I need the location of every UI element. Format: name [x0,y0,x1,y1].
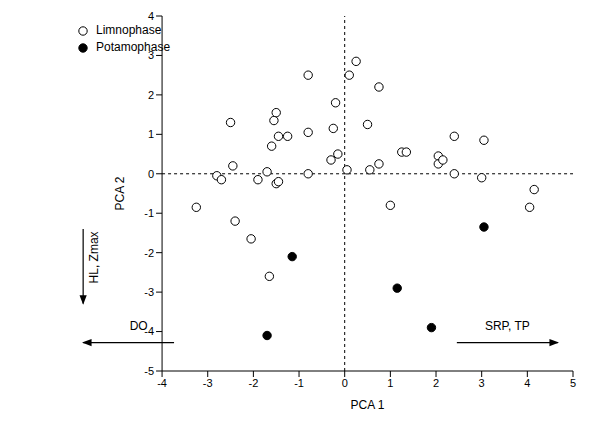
svg-text:-4: -4 [157,377,167,389]
svg-text:-4: -4 [144,325,154,337]
svg-text:3: 3 [479,377,485,389]
svg-text:-2: -2 [248,377,258,389]
svg-text:-1: -1 [294,377,304,389]
svg-text:HL, Zmax: HL, Zmax [87,231,101,283]
svg-text:-2: -2 [144,247,154,259]
svg-text:-1: -1 [144,207,154,219]
svg-text:0: 0 [342,377,348,389]
svg-text:-3: -3 [144,286,154,298]
svg-text:2: 2 [433,377,439,389]
svg-text:4: 4 [148,10,154,22]
svg-text:1: 1 [148,128,154,140]
svg-text:2: 2 [148,89,154,101]
svg-text:PCA 2: PCA 2 [113,176,127,210]
svg-text:SRP, TP: SRP, TP [485,319,530,333]
svg-text:3: 3 [148,49,154,61]
svg-text:5: 5 [570,377,576,389]
svg-text:PCA 1: PCA 1 [351,398,385,412]
svg-text:1: 1 [387,377,393,389]
svg-text:DO: DO [130,319,148,333]
svg-text:-5: -5 [144,365,154,377]
svg-text:4: 4 [524,377,530,389]
svg-text:-3: -3 [203,377,213,389]
svg-text:0: 0 [148,168,154,180]
